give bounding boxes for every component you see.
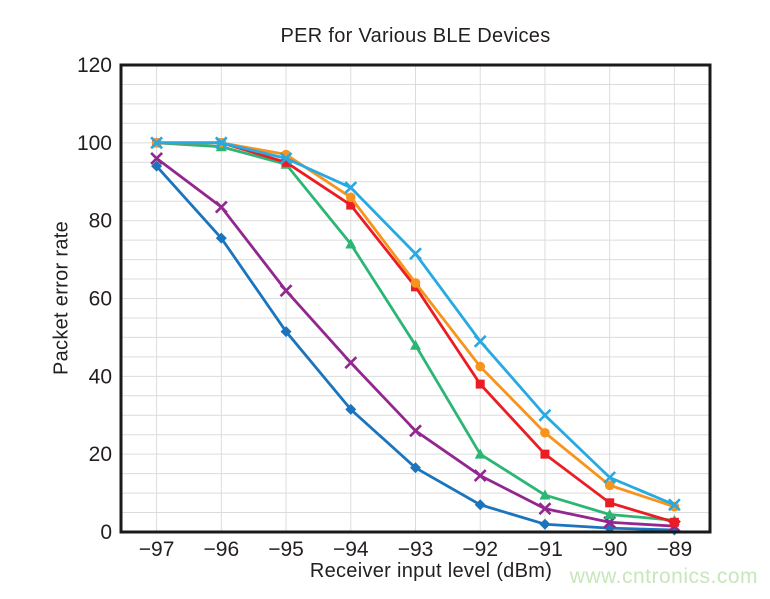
diamond-marker — [215, 232, 227, 244]
x-tick-label: −97 — [139, 538, 175, 561]
x-marker — [409, 424, 422, 438]
square-marker — [281, 157, 291, 167]
x-marker — [150, 151, 164, 165]
diamond-marker — [151, 160, 163, 172]
y-tick-label: 40 — [89, 365, 112, 388]
x-tick-label: −94 — [333, 538, 369, 561]
gridlines — [121, 65, 710, 532]
x-tick-label: −95 — [268, 538, 304, 561]
y-tick-label: 60 — [89, 288, 112, 311]
x-marker — [279, 284, 293, 298]
circle-marker — [410, 278, 421, 288]
x-marker — [214, 200, 228, 214]
x-tick-label: −96 — [204, 538, 240, 561]
circle-marker — [475, 361, 486, 372]
y-tick-label: 0 — [100, 521, 112, 544]
square-marker — [540, 449, 550, 459]
diamond-marker — [280, 326, 292, 338]
triangle-marker — [474, 448, 486, 459]
y-tick-label: 80 — [89, 210, 112, 233]
square-marker — [669, 517, 679, 527]
x-marker — [473, 469, 487, 482]
circle-marker — [604, 480, 615, 491]
circle-marker — [345, 192, 356, 203]
x-tick-label: −90 — [592, 538, 628, 561]
series-cyan-x — [150, 136, 681, 512]
x-tick-label: −92 — [462, 538, 498, 561]
chart-title: PER for Various BLE Devices — [280, 25, 551, 47]
x-marker — [214, 136, 228, 150]
x-marker — [538, 502, 552, 516]
y-tick-label: 100 — [77, 132, 112, 155]
tick-labels: −97 −96 −95 −94 −93 −92 −91 −90 −89 0 20 40 60 80 100 1… — [77, 54, 692, 561]
x-marker — [409, 247, 422, 261]
x-marker — [667, 498, 681, 512]
x-axis-title: Receiver input level (dBm) — [309, 560, 553, 582]
x-tick-label: −89 — [657, 538, 693, 561]
x-marker — [603, 471, 617, 484]
diamond-marker — [539, 518, 551, 530]
triangle-marker — [410, 339, 421, 350]
x-marker — [150, 136, 164, 150]
x-marker — [473, 334, 487, 348]
triangle-marker — [345, 238, 357, 249]
diamond-marker — [345, 403, 357, 415]
y-tick-label: 120 — [77, 54, 112, 77]
x-marker — [344, 181, 358, 195]
square-marker — [346, 200, 356, 210]
x-tick-label: −93 — [398, 538, 434, 561]
x-marker — [538, 408, 552, 422]
square-marker — [605, 498, 615, 508]
watermark-text: www.cntronics.com — [569, 565, 758, 588]
axes-frame — [119, 63, 712, 534]
circle-marker — [540, 427, 550, 438]
triangle-marker — [539, 489, 551, 500]
triangle-marker — [604, 508, 616, 519]
x-tick-label: −91 — [527, 538, 563, 561]
y-tick-label: 20 — [89, 443, 112, 466]
diamond-marker — [474, 499, 486, 511]
square-marker — [475, 379, 485, 389]
x-marker — [344, 356, 358, 370]
diamond-marker — [410, 462, 421, 474]
x-marker — [279, 151, 293, 165]
